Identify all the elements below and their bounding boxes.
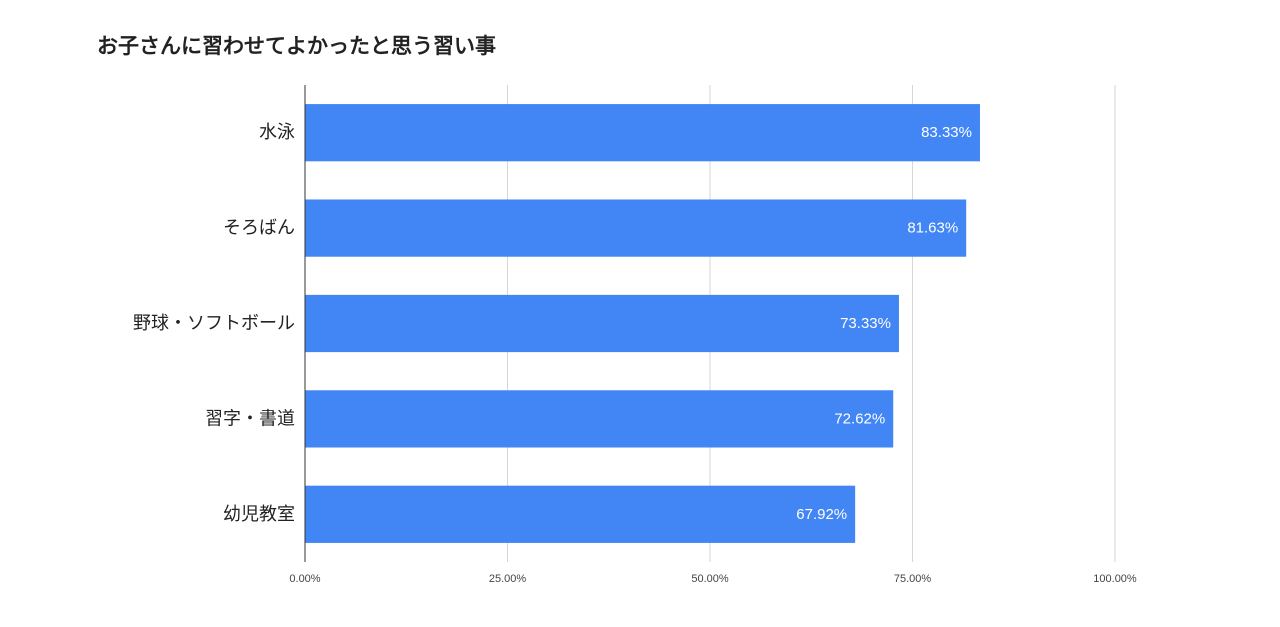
bar [305,485,856,543]
category-label: 習字・書道 [205,408,295,429]
value-label: 73.33% [840,315,891,332]
x-tick-label: 50.00% [691,573,729,585]
value-labels: 83.33% 81.63% 73.33% 72.62% 67.92% [796,124,972,523]
x-tick-labels: 0.00% 25.00% 50.00% 75.00% 100.00% [289,573,1137,585]
bars [305,104,980,543]
value-label: 81.63% [907,220,958,237]
x-tick-label: 25.00% [489,573,527,585]
category-label: 水泳 [259,122,295,143]
category-label: 幼児教室 [223,504,295,525]
x-tick-label: 0.00% [289,573,320,585]
x-tick-label: 100.00% [1093,573,1137,585]
bar [305,199,967,257]
chart-title: お子さんに習わせてよかったと思う習い事 [97,34,496,58]
x-tick-label: 75.00% [894,573,932,585]
value-label: 72.62% [834,410,885,427]
bar [305,390,894,448]
value-label: 67.92% [796,506,847,523]
category-label: 野球・ソフトボール [133,313,295,334]
bar [305,104,980,162]
category-label: そろばん [223,218,295,239]
bar [305,294,899,353]
value-label: 83.33% [921,124,972,141]
